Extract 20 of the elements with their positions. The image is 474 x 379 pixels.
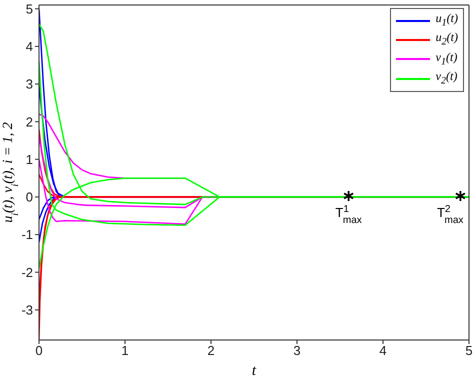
- x-tick-label: 0: [35, 343, 43, 358]
- y-tick-label: 5: [26, 1, 33, 16]
- y-tick-label: 2: [26, 114, 33, 130]
- x-tick-label: 4: [379, 343, 387, 358]
- y-tick-label: -3: [21, 302, 33, 318]
- legend-label: u$_{1}$(t): [436, 11, 458, 30]
- x-tick-label: 2: [207, 343, 215, 358]
- legend-label: u$_{2}$(t): [436, 30, 458, 50]
- y-tick-label: -2: [21, 264, 33, 280]
- y-tick-label: 0: [26, 190, 33, 205]
- x-tick-label: 3: [293, 343, 301, 358]
- x-tick-label: 1: [121, 343, 129, 358]
- legend-label: v$_{2}$(t): [436, 69, 458, 89]
- legend-label: v$_{1}$(t): [436, 50, 458, 70]
- y-tick-label: 3: [26, 76, 33, 92]
- y-tick-label: 1: [26, 152, 33, 167]
- y-tick-label: -1: [21, 227, 33, 242]
- x-tick-label: 5: [465, 343, 473, 358]
- x-axis-title: t: [252, 363, 257, 379]
- y-tick-label: 4: [26, 39, 33, 54]
